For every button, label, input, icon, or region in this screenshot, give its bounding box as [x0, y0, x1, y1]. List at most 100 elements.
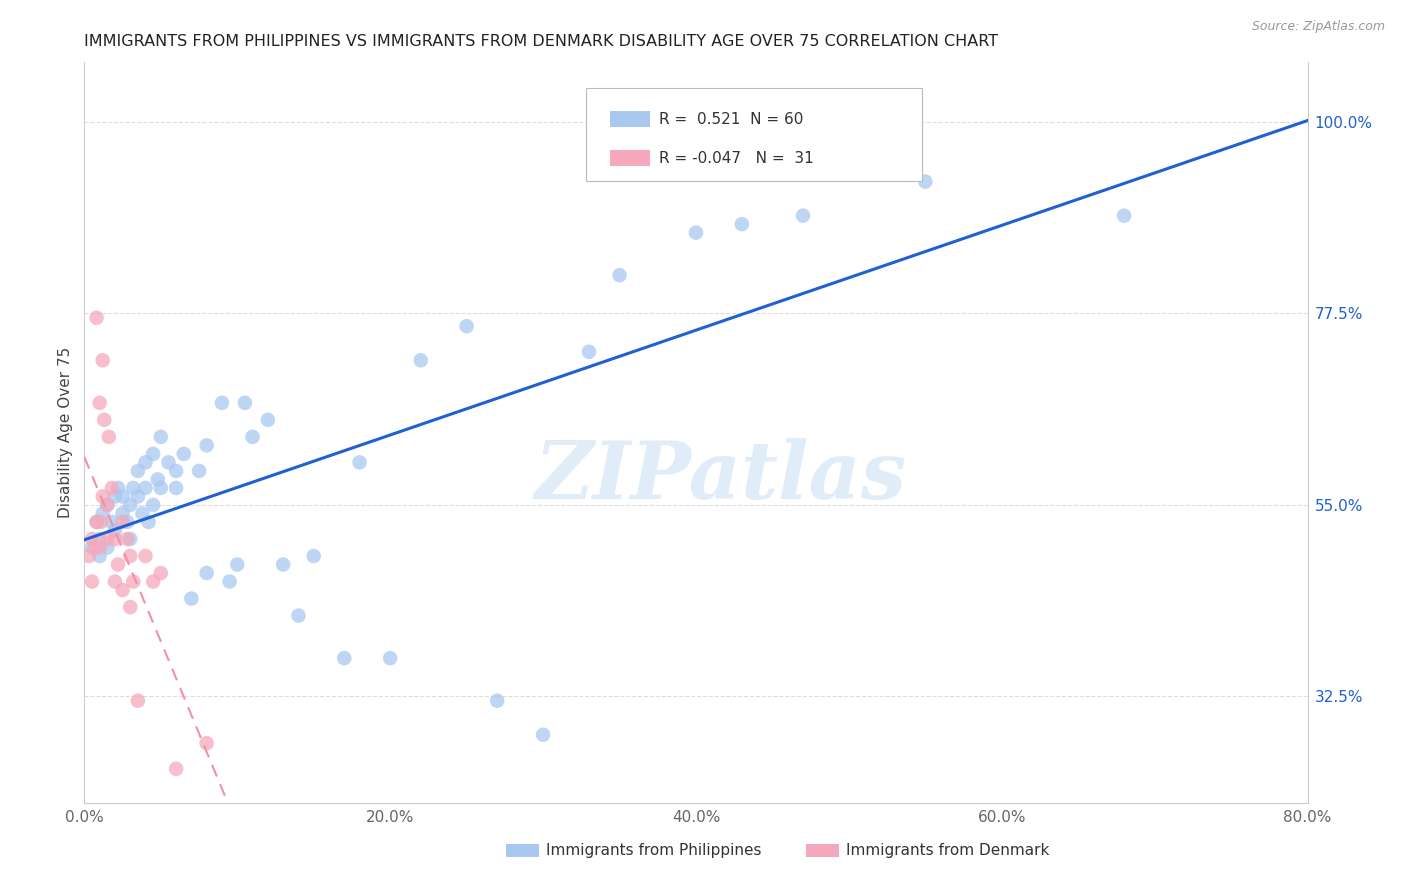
- Point: [131, 507, 153, 521]
- Point: [91, 490, 114, 504]
- Point: [792, 209, 814, 223]
- Point: [211, 396, 233, 410]
- Point: [86, 310, 108, 325]
- Point: [104, 490, 127, 504]
- Point: [195, 438, 218, 452]
- Point: [91, 507, 114, 521]
- Point: [165, 762, 187, 776]
- Point: [104, 574, 127, 589]
- Bar: [506, 844, 540, 857]
- Bar: [806, 844, 839, 857]
- Text: Immigrants from Denmark: Immigrants from Denmark: [845, 844, 1049, 858]
- Point: [122, 481, 145, 495]
- Point: [149, 430, 172, 444]
- Point: [111, 582, 134, 597]
- Point: [138, 515, 160, 529]
- Point: [531, 728, 554, 742]
- Text: R = -0.047   N =  31: R = -0.047 N = 31: [659, 151, 814, 166]
- Point: [101, 481, 124, 495]
- Point: [107, 481, 129, 495]
- Point: [89, 541, 111, 555]
- Point: [127, 464, 149, 478]
- Point: [135, 455, 157, 469]
- Point: [685, 226, 707, 240]
- Point: [115, 532, 138, 546]
- Point: [180, 591, 202, 606]
- Point: [120, 498, 142, 512]
- Bar: [610, 150, 650, 166]
- Point: [302, 549, 325, 563]
- Point: [242, 430, 264, 444]
- Point: [104, 532, 127, 546]
- Point: [226, 558, 249, 572]
- Point: [89, 396, 111, 410]
- Point: [77, 549, 100, 563]
- Point: [149, 566, 172, 580]
- Point: [173, 447, 195, 461]
- Point: [96, 541, 118, 555]
- Point: [609, 268, 631, 283]
- Point: [120, 549, 142, 563]
- Point: [135, 481, 157, 495]
- Point: [486, 694, 509, 708]
- Point: [86, 515, 108, 529]
- Point: [165, 481, 187, 495]
- Point: [165, 464, 187, 478]
- Point: [914, 175, 936, 189]
- Point: [80, 541, 103, 555]
- Point: [96, 498, 118, 512]
- Point: [287, 608, 309, 623]
- FancyBboxPatch shape: [586, 88, 922, 181]
- Point: [380, 651, 402, 665]
- Point: [96, 532, 118, 546]
- Point: [195, 736, 218, 750]
- Point: [89, 532, 111, 546]
- Point: [111, 490, 134, 504]
- Point: [349, 455, 371, 469]
- Point: [271, 558, 294, 572]
- Point: [120, 600, 142, 615]
- Point: [91, 353, 114, 368]
- Point: [90, 515, 112, 529]
- Point: [84, 541, 107, 555]
- Point: [115, 515, 138, 529]
- Point: [127, 490, 149, 504]
- Point: [157, 455, 180, 469]
- Point: [142, 574, 165, 589]
- Point: [107, 558, 129, 572]
- Point: [80, 574, 103, 589]
- Point: [333, 651, 356, 665]
- Point: [96, 498, 118, 512]
- Point: [120, 532, 142, 546]
- Point: [111, 507, 134, 521]
- Point: [218, 574, 240, 589]
- Point: [142, 498, 165, 512]
- Point: [188, 464, 211, 478]
- Point: [142, 447, 165, 461]
- Text: ZIPatlas: ZIPatlas: [534, 438, 907, 516]
- Point: [135, 549, 157, 563]
- Point: [93, 413, 115, 427]
- Point: [1114, 209, 1136, 223]
- Point: [838, 106, 860, 120]
- Text: R =  0.521  N = 60: R = 0.521 N = 60: [659, 112, 804, 127]
- Bar: [610, 111, 650, 127]
- Point: [149, 481, 172, 495]
- Text: Source: ZipAtlas.com: Source: ZipAtlas.com: [1251, 20, 1385, 33]
- Text: Immigrants from Philippines: Immigrants from Philippines: [546, 844, 762, 858]
- Point: [89, 549, 111, 563]
- Point: [146, 472, 169, 486]
- Point: [127, 694, 149, 708]
- Point: [80, 532, 103, 546]
- Point: [86, 515, 108, 529]
- Point: [111, 515, 134, 529]
- Point: [257, 413, 280, 427]
- Point: [233, 396, 256, 410]
- Point: [409, 353, 432, 368]
- Point: [456, 319, 478, 334]
- Point: [101, 515, 124, 529]
- Point: [578, 344, 600, 359]
- Point: [97, 430, 120, 444]
- Point: [731, 217, 754, 231]
- Text: IMMIGRANTS FROM PHILIPPINES VS IMMIGRANTS FROM DENMARK DISABILITY AGE OVER 75 CO: IMMIGRANTS FROM PHILIPPINES VS IMMIGRANT…: [84, 34, 998, 49]
